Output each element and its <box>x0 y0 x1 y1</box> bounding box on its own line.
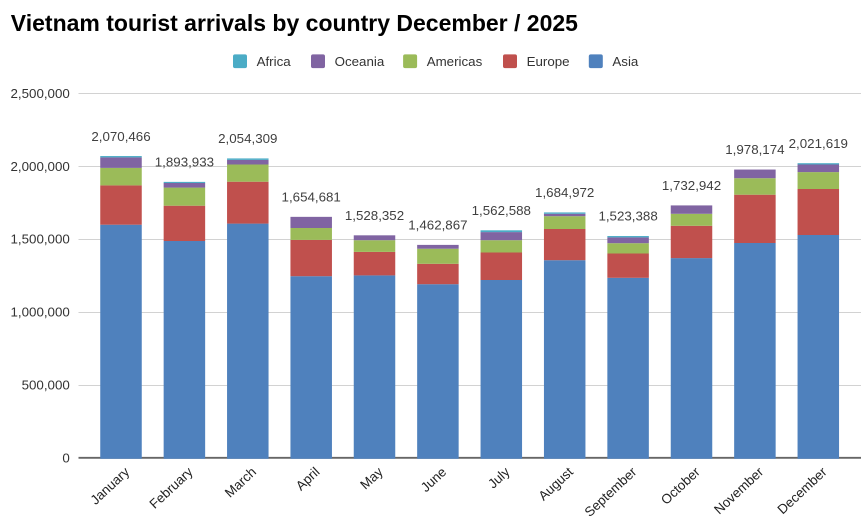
svg-text:1,462,867: 1,462,867 <box>408 218 467 233</box>
svg-text:2,054,309: 2,054,309 <box>218 131 277 146</box>
svg-text:1,732,942: 1,732,942 <box>662 178 721 193</box>
svg-text:Africa: Africa <box>257 54 292 69</box>
svg-text:1,562,588: 1,562,588 <box>472 203 531 218</box>
svg-text:1,500,000: 1,500,000 <box>11 232 70 247</box>
svg-text:1,978,174: 1,978,174 <box>725 142 785 157</box>
svg-text:1,523,388: 1,523,388 <box>598 209 657 224</box>
svg-text:1,893,933: 1,893,933 <box>155 155 214 170</box>
svg-text:2,500,000: 2,500,000 <box>11 86 70 101</box>
svg-text:2,070,466: 2,070,466 <box>91 129 150 144</box>
svg-text:Oceania: Oceania <box>335 54 385 69</box>
svg-text:Americas: Americas <box>427 54 483 69</box>
svg-text:2,021,619: 2,021,619 <box>789 136 848 151</box>
svg-text:1,000,000: 1,000,000 <box>11 305 70 320</box>
svg-text:0: 0 <box>62 451 69 466</box>
svg-text:Vietnam tourist arrivals by co: Vietnam tourist arrivals by country Dece… <box>11 10 578 36</box>
svg-text:1,528,352: 1,528,352 <box>345 208 404 223</box>
svg-text:500,000: 500,000 <box>22 378 70 393</box>
svg-text:2,000,000: 2,000,000 <box>11 159 70 174</box>
svg-text:Europe: Europe <box>527 54 570 69</box>
svg-text:Asia: Asia <box>612 54 639 69</box>
svg-text:1,684,972: 1,684,972 <box>535 185 594 200</box>
svg-text:1,654,681: 1,654,681 <box>282 190 341 205</box>
